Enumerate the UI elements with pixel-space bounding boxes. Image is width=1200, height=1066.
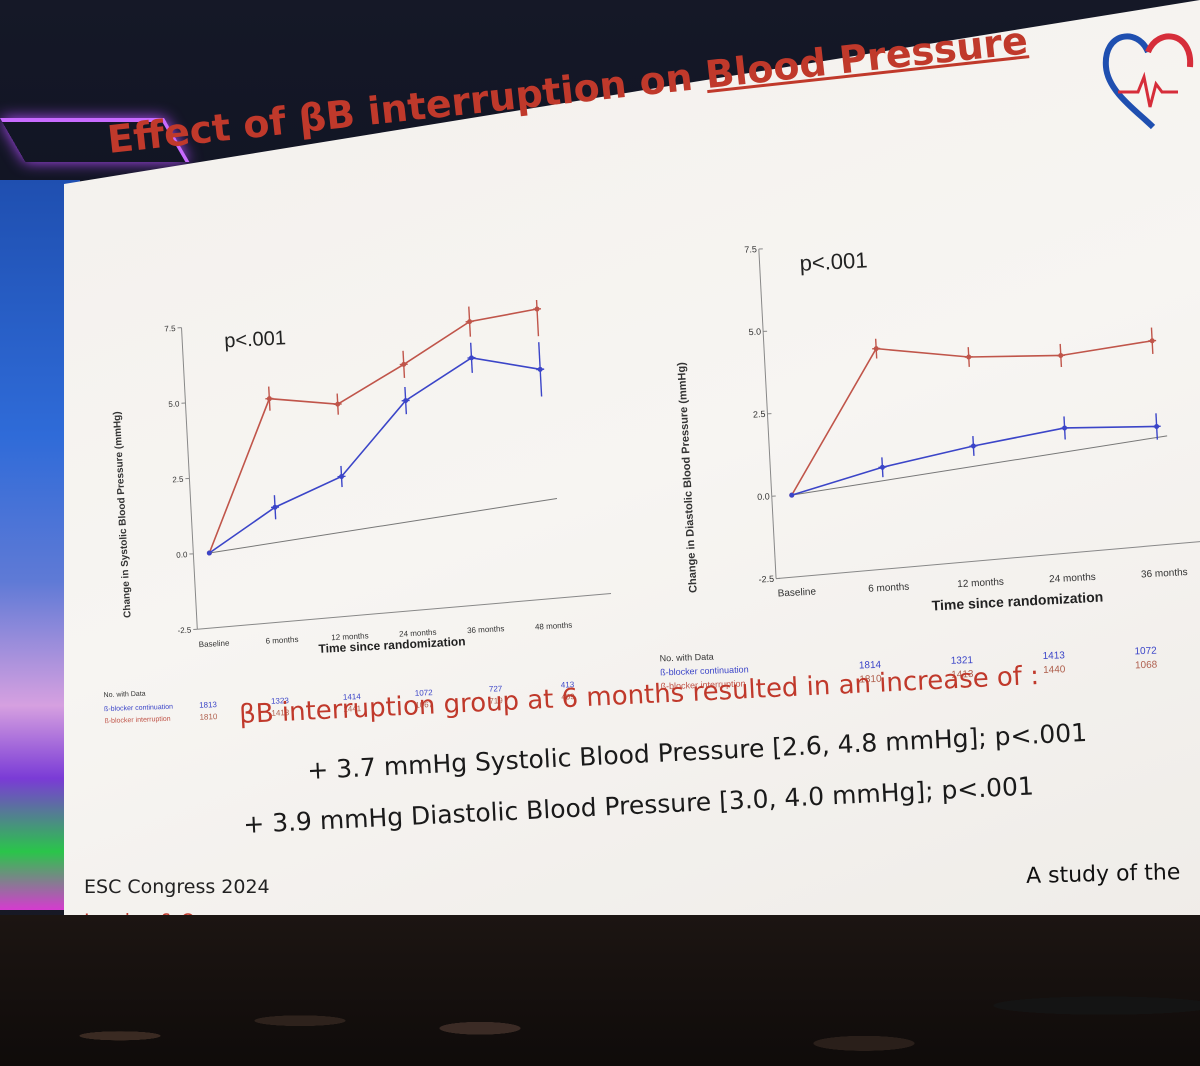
x-tick-label: 12 months: [331, 631, 369, 642]
heart-logo-icon: [1102, 33, 1194, 130]
x-tick-label: 6 months: [868, 582, 910, 595]
table-cell: 409: [561, 692, 575, 701]
table-cell: 1413: [271, 708, 290, 718]
series-line: [208, 356, 541, 554]
y-tick-label: 2.5: [172, 475, 184, 485]
systolic-chart-svg: -2.5 0.0 2.5 5.0 7.5 Baseline 6 months 12 month…: [112, 281, 612, 656]
systolic-pvalue: p<.001: [224, 327, 287, 352]
table-cell: 1323: [271, 696, 290, 706]
y-tick-label: 5.0: [748, 327, 761, 338]
table-cell: 413: [561, 680, 575, 689]
systolic-chart: -2.5 0.0 2.5 5.0 7.5 Baseline 6 months 12 month…: [110, 281, 630, 670]
data-point: [537, 366, 543, 372]
x-tick-label: 36 months: [467, 624, 505, 635]
x-tick-label: Baseline: [199, 639, 231, 650]
data-point: [206, 550, 212, 556]
data-point: [403, 398, 409, 404]
table-cell: 1413: [951, 669, 974, 681]
diastolic-ylabel: Change in Diastolic Blood Pressure (mmHg…: [676, 362, 700, 594]
table-cell: 1814: [859, 660, 882, 672]
data-point: [873, 346, 879, 352]
data-point: [789, 492, 795, 498]
table-row-label: ß-blocker interruption: [104, 716, 170, 725]
x-tick-label: 6 months: [265, 635, 298, 646]
data-point: [467, 319, 473, 325]
y-tick-label: -2.5: [177, 626, 192, 636]
y-tick-label: 7.5: [744, 244, 757, 255]
x-tick-label: Baseline: [777, 586, 816, 599]
data-point: [879, 464, 885, 470]
reference-line: [209, 497, 558, 554]
table-group: No. with Data ß-blocker continuation 1813 1…: [103, 680, 575, 725]
table-title: No. with Data: [104, 691, 146, 699]
error-bar: [534, 281, 540, 337]
table-cell: 1813: [199, 700, 218, 710]
table-cell: 719: [489, 696, 503, 705]
diastolic-pvalue: p<.001: [799, 247, 868, 276]
y-tick-label: 7.5: [164, 324, 176, 334]
table-cell: 1810: [859, 674, 882, 686]
table-cell: 1441: [343, 704, 362, 714]
data-point: [966, 354, 972, 360]
data-point: [266, 396, 272, 402]
diastolic-chart-svg: -2.5 0.0 2.5 5.0 7.5 Baseline 6 months 12 month…: [676, 244, 1200, 614]
study-credit: A study of the: [1025, 859, 1181, 890]
table-cell: 1440: [1043, 664, 1066, 676]
audience: [0, 915, 1200, 1066]
data-point: [1058, 352, 1064, 358]
diastolic-data-table: No. with Data ß-blocker continuation 1814 1…: [659, 630, 1200, 700]
diastolic-y-axis: [758, 249, 1200, 580]
table-row-label: ß-blocker continuation: [104, 704, 173, 713]
table-cell: 727: [489, 684, 503, 693]
y-tick-label: 0.0: [757, 491, 770, 502]
table-cell: 1810: [199, 712, 218, 722]
data-point: [401, 361, 407, 367]
systolic-data-table: No. with Data ß-blocker continuation 1813 1…: [103, 672, 624, 732]
table-row-label: ß-blocker interruption: [660, 678, 745, 691]
data-point: [534, 306, 540, 312]
table-cell: 1414: [343, 692, 362, 702]
table-row-label: ß-blocker continuation: [660, 664, 749, 677]
data-point: [339, 474, 345, 480]
table-title: No. with Data: [660, 652, 714, 664]
y-tick-label: -2.5: [758, 574, 774, 585]
series-line: [791, 339, 1153, 496]
data-point: [1154, 423, 1160, 429]
diastolic-chart: -2.5 0.0 2.5 5.0 7.5 Baseline 6 months 12 month…: [672, 220, 1200, 620]
table-cell: 1413: [1042, 650, 1065, 662]
data-point: [1149, 338, 1155, 344]
x-tick-label: 24 months: [1049, 572, 1096, 585]
congress-name: ESC Congress 2024: [84, 876, 270, 898]
x-tick-label: 48 months: [535, 621, 573, 632]
systolic-table-svg: No. with Data ß-blocker continuation 1813 1…: [103, 680, 575, 725]
x-tick-label: 12 months: [957, 577, 1004, 590]
series-line: [208, 308, 538, 554]
table-cell: 1067: [415, 700, 434, 710]
x-tick-label: 36 months: [1141, 567, 1188, 580]
systolic-ylabel: Change in Systolic Blood Pressure (mmHg): [112, 411, 134, 618]
data-point: [335, 401, 341, 407]
reference-line: [791, 435, 1168, 496]
data-point: [970, 443, 976, 449]
diastolic-xlabel: Time since randomization: [931, 589, 1103, 614]
data-point: [468, 355, 474, 361]
table-cell: 1068: [1135, 660, 1158, 672]
table-cell: 1072: [1134, 646, 1157, 658]
table-cell: 1321: [951, 655, 974, 667]
projection-screen: [64, 0, 1200, 948]
y-tick-label: 5.0: [168, 399, 180, 409]
data-point: [272, 504, 278, 510]
table-cell: 1072: [415, 688, 434, 698]
x-tick-label: 24 months: [399, 628, 437, 639]
y-tick-label: 2.5: [753, 409, 766, 420]
series-line: [791, 425, 1157, 496]
data-point: [1062, 425, 1068, 431]
systolic-y-axis: [181, 327, 612, 630]
y-tick-label: 0.0: [176, 550, 188, 560]
